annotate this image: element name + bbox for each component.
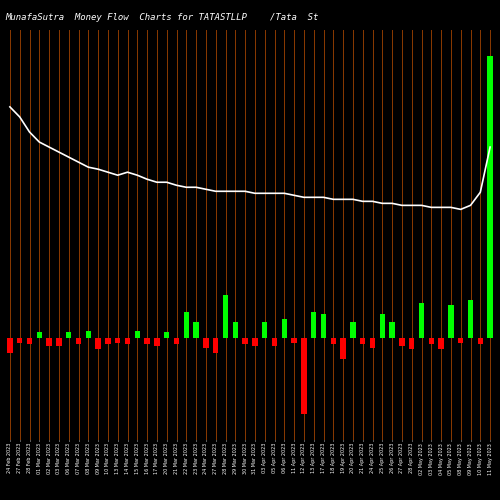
Bar [399,338,404,346]
Bar [125,338,130,344]
Bar [86,330,91,338]
Bar [232,322,238,338]
Bar [76,338,81,344]
Bar [330,338,336,344]
Bar [292,338,297,342]
Bar [409,338,414,349]
Bar [184,312,189,338]
Bar [282,318,287,338]
Bar [203,338,208,348]
Bar [115,338,120,342]
Bar [194,322,199,338]
Bar [154,338,160,346]
Bar [419,304,424,338]
Bar [301,338,306,414]
Bar [164,332,170,338]
Text: /Tata  St: /Tata St [270,12,318,22]
Bar [213,338,218,353]
Bar [370,338,375,348]
Bar [56,338,62,346]
Bar [242,338,248,344]
Bar [350,322,356,338]
Bar [134,330,140,338]
Bar [7,338,12,353]
Bar [438,338,444,349]
Bar [105,338,110,344]
Bar [390,322,395,338]
Bar [144,338,150,344]
Bar [223,295,228,338]
Bar [488,56,493,338]
Bar [66,332,71,338]
Bar [458,338,464,342]
Bar [17,338,22,342]
Bar [36,332,42,338]
Bar [46,338,52,346]
Bar [448,305,454,338]
Bar [174,338,179,344]
Bar [380,314,385,338]
Bar [468,300,473,338]
Bar [340,338,346,359]
Bar [252,338,258,346]
Text: MunafaSutra  Money Flow  Charts for TATASTLLP: MunafaSutra Money Flow Charts for TATAST… [5,12,247,22]
Bar [428,338,434,344]
Bar [27,338,32,344]
Bar [478,338,483,344]
Bar [360,338,366,344]
Bar [311,312,316,338]
Bar [262,322,268,338]
Bar [96,338,101,349]
Bar [272,338,277,346]
Bar [321,314,326,338]
